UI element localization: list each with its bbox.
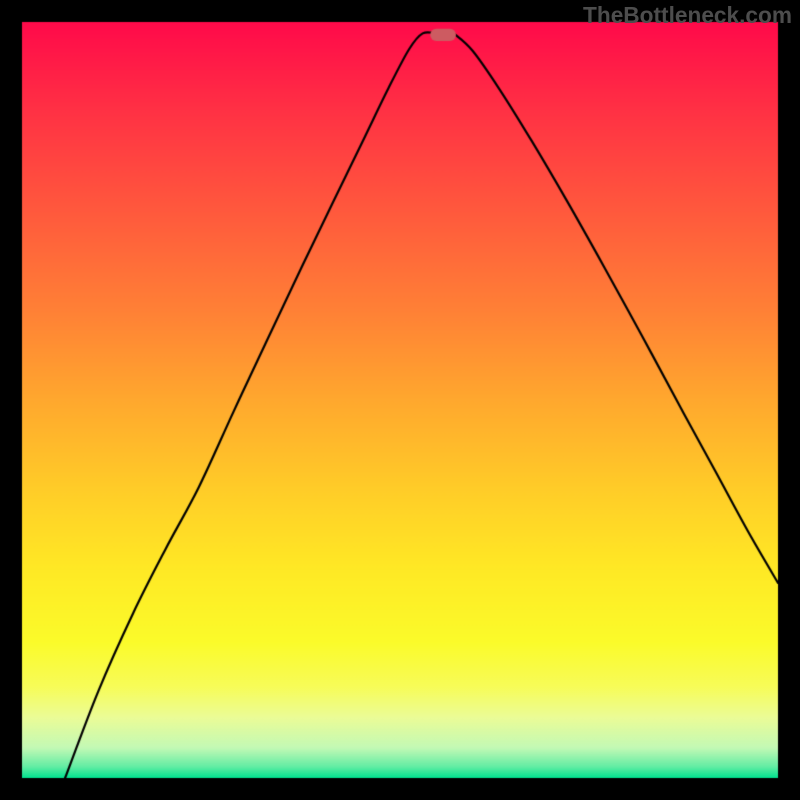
bottleneck-chart-canvas: [0, 0, 800, 800]
